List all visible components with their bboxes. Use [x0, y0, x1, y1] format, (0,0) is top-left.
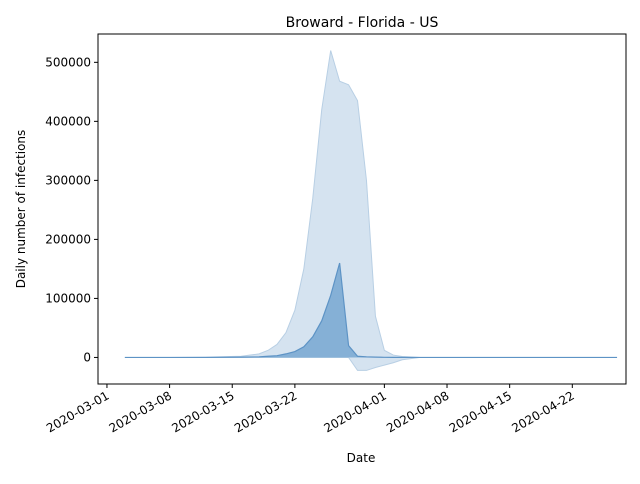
x-axis-label: Date	[347, 451, 376, 465]
y-axis-label: Daily number of infections	[14, 130, 28, 289]
chart-title: Broward - Florida - US	[286, 15, 439, 31]
y-tick-label: 400000	[45, 114, 91, 128]
y-tick-label: 500000	[45, 55, 91, 69]
median-area	[124, 262, 618, 359]
y-tick-label: 200000	[45, 232, 91, 246]
y-tick-label: 300000	[45, 173, 91, 187]
median-line	[124, 262, 618, 359]
y-axis: 0 100000 200000 300000 400000 500000	[45, 55, 98, 364]
y-tick-label: 100000	[45, 291, 91, 305]
plot-frame	[97, 33, 627, 385]
y-tick-label: 0	[83, 350, 91, 364]
